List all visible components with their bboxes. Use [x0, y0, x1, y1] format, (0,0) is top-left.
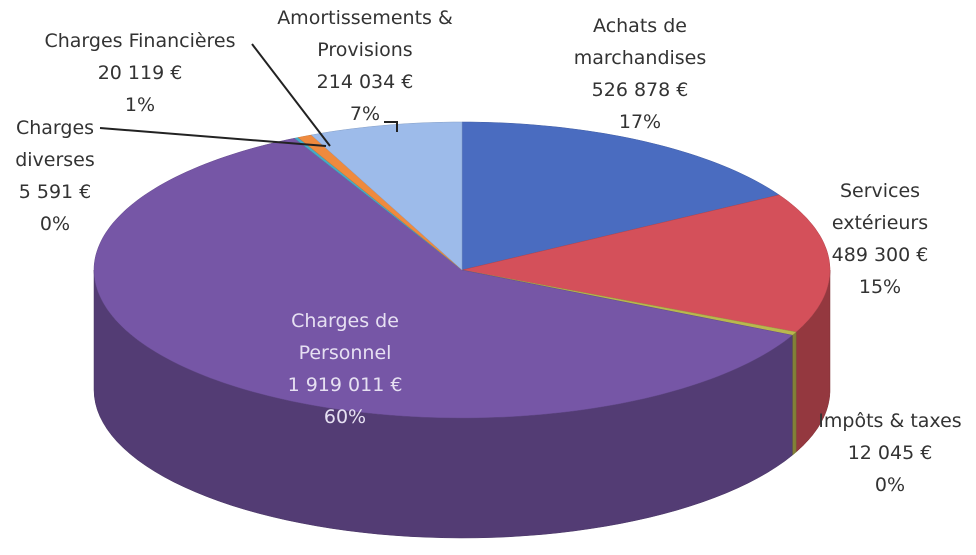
label-value: 1 919 011 € — [287, 374, 403, 396]
label-value: 526 878 € — [591, 79, 689, 101]
label-percent: 0% — [874, 474, 906, 496]
label-name: Impôts & taxes — [818, 410, 962, 432]
label-value: 12 045 € — [847, 442, 933, 464]
leader-line — [384, 121, 398, 132]
label-value: 20 119 € — [97, 62, 183, 84]
data-label: Achats de marchandises 526 878 € 17% — [545, 10, 735, 138]
data-label: Charges de Personnel 1 919 011 € 60% — [270, 305, 420, 433]
label-percent: 60% — [323, 406, 367, 428]
leader-line — [251, 43, 331, 147]
data-label: Impôts & taxes 12 045 € 0% — [800, 405, 976, 501]
pie-slice — [310, 121, 463, 271]
label-value: 5 591 € — [18, 181, 92, 203]
label-name: Services extérieurs — [831, 180, 929, 234]
label-percent: 17% — [618, 111, 662, 133]
label-value: 214 034 € — [316, 71, 414, 93]
label-percent: 0% — [39, 213, 71, 235]
label-percent: 1% — [124, 94, 156, 116]
pie-sides — [93, 269, 831, 539]
label-name: Charges Financières — [44, 30, 236, 52]
data-label: Amortissements & Provisions 214 034 € 7% — [260, 2, 470, 130]
pie-side — [792, 331, 797, 456]
leader-line — [99, 127, 327, 147]
pie-tops — [93, 121, 831, 419]
data-label: Services extérieurs 489 300 € 15% — [810, 175, 950, 303]
label-percent: 7% — [349, 103, 381, 125]
label-name: Charges de Personnel — [291, 310, 399, 364]
pie-slice — [461, 194, 831, 333]
pie-slice — [93, 137, 793, 419]
label-name: Achats de marchandises — [573, 15, 707, 69]
label-name: Charges diverses — [15, 117, 95, 171]
label-name: Amortissements & Provisions — [277, 7, 453, 61]
label-percent: 15% — [858, 276, 902, 298]
data-label: Charges Financières 20 119 € 1% — [20, 25, 260, 121]
pie-slice — [461, 121, 780, 271]
data-label: Charges diverses 5 591 € 0% — [0, 112, 110, 240]
label-value: 489 300 € — [831, 244, 929, 266]
